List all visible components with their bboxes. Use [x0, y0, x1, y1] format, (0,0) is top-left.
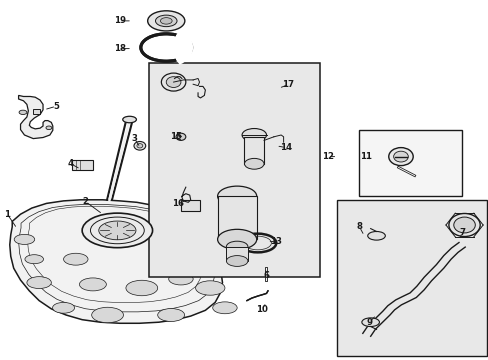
Ellipse shape — [134, 141, 145, 150]
Text: 11: 11 — [359, 152, 371, 161]
Ellipse shape — [125, 280, 157, 296]
Ellipse shape — [160, 18, 172, 24]
Text: 7: 7 — [458, 228, 464, 237]
Ellipse shape — [155, 15, 177, 27]
Ellipse shape — [242, 129, 266, 141]
Bar — [244, 137, 264, 164]
Ellipse shape — [212, 302, 237, 314]
Bar — [226, 247, 247, 261]
Bar — [337, 200, 486, 356]
Ellipse shape — [166, 77, 181, 87]
Ellipse shape — [168, 273, 193, 285]
Text: 5: 5 — [53, 102, 59, 111]
Ellipse shape — [161, 73, 185, 91]
Ellipse shape — [244, 158, 264, 169]
Text: 12: 12 — [321, 152, 333, 161]
Bar — [72, 160, 93, 170]
Ellipse shape — [46, 126, 52, 130]
Ellipse shape — [137, 144, 142, 148]
Bar — [217, 196, 256, 239]
Ellipse shape — [27, 277, 51, 289]
Ellipse shape — [393, 151, 407, 162]
Ellipse shape — [14, 234, 35, 244]
Text: 2: 2 — [82, 197, 88, 206]
Bar — [359, 130, 461, 196]
Ellipse shape — [367, 231, 385, 240]
Polygon shape — [10, 200, 228, 323]
Ellipse shape — [92, 307, 123, 323]
Ellipse shape — [218, 254, 240, 265]
Ellipse shape — [63, 253, 88, 265]
Polygon shape — [19, 95, 53, 139]
Ellipse shape — [53, 302, 74, 313]
Ellipse shape — [226, 256, 247, 266]
Text: 18: 18 — [114, 44, 125, 53]
Ellipse shape — [147, 11, 184, 31]
Wedge shape — [166, 30, 193, 65]
Ellipse shape — [361, 318, 379, 327]
Text: 15: 15 — [170, 132, 182, 141]
Bar — [181, 200, 199, 211]
Ellipse shape — [19, 110, 27, 114]
Ellipse shape — [80, 278, 106, 291]
Ellipse shape — [25, 255, 43, 264]
Text: 4: 4 — [68, 159, 74, 168]
Ellipse shape — [448, 213, 479, 237]
Text: 6: 6 — [263, 271, 269, 280]
Text: 8: 8 — [356, 222, 362, 231]
Ellipse shape — [217, 229, 256, 249]
Text: 10: 10 — [255, 305, 267, 314]
Ellipse shape — [99, 221, 136, 240]
Text: 17: 17 — [282, 80, 294, 89]
Ellipse shape — [195, 281, 224, 295]
Ellipse shape — [122, 116, 136, 123]
Text: 9: 9 — [366, 318, 371, 327]
Bar — [149, 63, 320, 277]
Polygon shape — [33, 109, 40, 114]
Ellipse shape — [176, 133, 185, 140]
Text: 3: 3 — [131, 134, 137, 143]
Ellipse shape — [388, 148, 412, 166]
Text: 1: 1 — [4, 210, 10, 219]
Text: 13: 13 — [270, 237, 282, 246]
Text: 14: 14 — [280, 143, 291, 152]
Ellipse shape — [82, 213, 152, 248]
Ellipse shape — [217, 186, 256, 206]
Ellipse shape — [226, 241, 247, 252]
Text: 16: 16 — [172, 199, 184, 208]
Text: 19: 19 — [114, 16, 125, 25]
Ellipse shape — [157, 309, 184, 321]
Ellipse shape — [453, 217, 474, 233]
